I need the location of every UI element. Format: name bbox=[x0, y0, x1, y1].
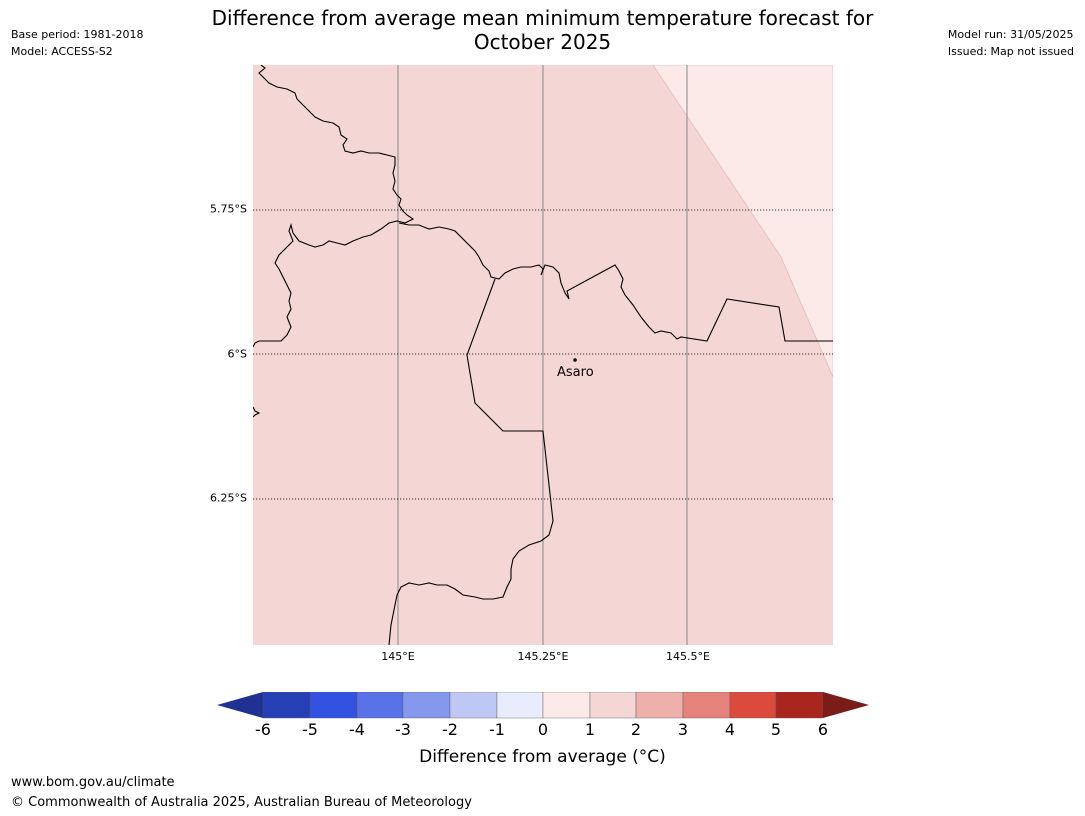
colorbar-cap-low bbox=[217, 692, 263, 718]
province-boundary-south bbox=[388, 278, 554, 645]
town-label-asaro: Asaro bbox=[557, 365, 594, 380]
colorbar-bin-9 bbox=[635, 692, 684, 719]
colorbar-tick: -3 bbox=[395, 720, 411, 739]
colorbar-bin-4 bbox=[402, 692, 451, 719]
colorbar-label: Difference from average (°C) bbox=[419, 747, 666, 767]
colorbar-bin-2 bbox=[309, 692, 358, 719]
lon-label-145-25: 145.25°E bbox=[517, 650, 569, 663]
colorbar-bin-7 bbox=[542, 692, 591, 719]
colorbar-tick: 0 bbox=[537, 720, 549, 739]
colorbar-tick: 3 bbox=[677, 720, 689, 739]
colorbar-bin-3 bbox=[356, 692, 404, 719]
map-canvas bbox=[253, 65, 833, 645]
colorbar-bin-11 bbox=[729, 692, 777, 719]
colorbar-tick: 2 bbox=[630, 720, 642, 739]
meta-left: Base period: 1981-2018 Model: ACCESS-S2 bbox=[11, 26, 143, 60]
lon-label-145-5: 145.5°E bbox=[666, 650, 710, 663]
title-line-2: October 2025 bbox=[473, 30, 612, 54]
colorbar bbox=[217, 692, 869, 719]
colorbar-bin-8 bbox=[589, 692, 637, 719]
lon-label-145: 145°E bbox=[381, 650, 415, 663]
lat-label-5-75: 5.75°S bbox=[210, 202, 247, 216]
lat-label-6-25: 6.25°S bbox=[210, 491, 247, 505]
province-boundary-west-notch bbox=[253, 406, 261, 418]
colorbar-tick: 1 bbox=[584, 720, 596, 739]
colorbar-bin-12 bbox=[775, 692, 824, 719]
map-title: Difference from average mean minimum tem… bbox=[140, 6, 945, 54]
colorbar-tick: -4 bbox=[349, 720, 365, 739]
footer-url[interactable]: www.bom.gov.au/climate bbox=[11, 775, 175, 790]
province-boundary-west bbox=[253, 65, 415, 348]
colorbar-bin-10 bbox=[682, 692, 731, 719]
lat-label-6: 6°S bbox=[227, 347, 247, 361]
model-name: Model: ACCESS-S2 bbox=[11, 45, 113, 58]
title-line-1: Difference from average mean minimum tem… bbox=[211, 6, 874, 30]
meta-right: Model run: 31/05/2025 Issued: Map not is… bbox=[948, 26, 1074, 60]
colorbar-tick: 6 bbox=[817, 720, 829, 739]
footer-copyright: © Commonwealth of Australia 2025, Austra… bbox=[11, 795, 472, 810]
colorbar-tick: -1 bbox=[489, 720, 505, 739]
colorbar-cap-high bbox=[823, 692, 869, 718]
forecast-map[interactable] bbox=[253, 65, 833, 645]
colorbar-bin-1 bbox=[262, 692, 311, 719]
colorbar-tick: 5 bbox=[770, 720, 782, 739]
province-boundary-center bbox=[398, 222, 833, 342]
colorbar-tick: -2 bbox=[442, 720, 458, 739]
colorbar-tick: -5 bbox=[302, 720, 318, 739]
base-period: Base period: 1981-2018 bbox=[11, 28, 144, 41]
asaro-marker[interactable] bbox=[573, 358, 577, 362]
colorbar-bin-6 bbox=[496, 692, 544, 719]
colorbar-tick: -6 bbox=[255, 720, 271, 739]
issued-status: Issued: Map not issued bbox=[947, 45, 1074, 58]
colorbar-tick: 4 bbox=[724, 720, 736, 739]
colorbar-bin-5 bbox=[449, 692, 498, 719]
anomaly-fill-light bbox=[652, 65, 833, 378]
model-run: Model run: 31/05/2025 bbox=[947, 28, 1074, 41]
